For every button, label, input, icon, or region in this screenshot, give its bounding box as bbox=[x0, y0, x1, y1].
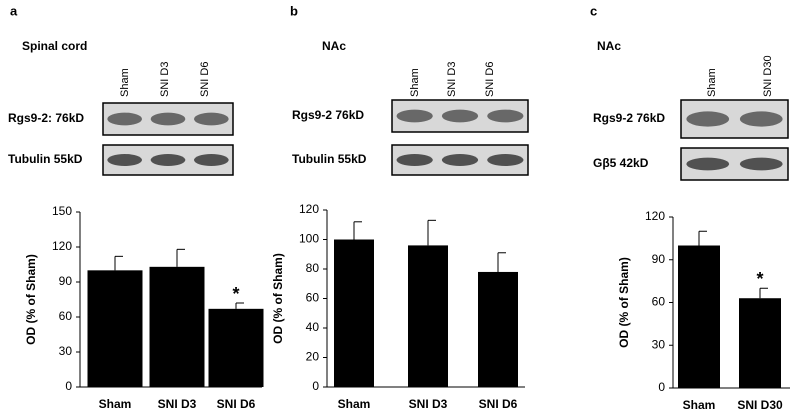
y-tick-label: 0 bbox=[65, 379, 72, 393]
y-tick-label: 40 bbox=[306, 320, 320, 334]
y-tick-label: 30 bbox=[652, 337, 666, 351]
x-tick-label: SNI D6 bbox=[217, 397, 256, 411]
blot-band bbox=[150, 154, 186, 166]
panel: a Spinal cord Sham SNI D3 SNI D6 Rgs9-2: 76kD… bbox=[8, 3, 264, 411]
blot-label: Rgs9-2 76kD bbox=[593, 111, 665, 125]
y-tick-label: 90 bbox=[59, 274, 73, 288]
blot-band bbox=[686, 111, 730, 127]
blot-band bbox=[441, 109, 479, 123]
blot-label: Rgs9-2 76kD bbox=[292, 108, 364, 122]
blot-band bbox=[107, 154, 142, 166]
panel: c NAc Sham SNI D30 Rgs9-2 76kD Gβ5 42kD 0 30 60 9… bbox=[590, 3, 790, 412]
blot-band bbox=[150, 112, 186, 126]
significance-mark: * bbox=[232, 284, 239, 304]
panel: b NAc Sham SNI D3 SNI D6 Rgs9-2 76kD Tubulin 5… bbox=[271, 3, 529, 411]
x-tick-label: Sham bbox=[338, 397, 371, 411]
y-tick-label: 60 bbox=[59, 309, 73, 323]
bar bbox=[678, 245, 720, 388]
y-tick-label: 150 bbox=[52, 204, 72, 218]
y-tick-label: 0 bbox=[658, 380, 665, 394]
y-tick-label: 20 bbox=[306, 350, 320, 364]
x-tick-label: Sham bbox=[683, 398, 716, 412]
lane-label: SNI D6 bbox=[484, 62, 496, 97]
bar bbox=[87, 270, 143, 387]
y-tick-label: 120 bbox=[645, 209, 665, 223]
bar bbox=[208, 308, 264, 387]
blot-band bbox=[396, 154, 433, 166]
y-axis-label: OD (% of Sham) bbox=[24, 254, 38, 345]
x-tick-label: Sham bbox=[99, 397, 132, 411]
blot-band bbox=[686, 157, 730, 171]
lane-label: SNI D6 bbox=[199, 62, 211, 97]
blot-band bbox=[487, 154, 524, 166]
bar bbox=[478, 271, 518, 387]
x-tick-label: SNI D3 bbox=[409, 397, 448, 411]
blot-region: Spinal cord bbox=[22, 39, 87, 53]
bar bbox=[739, 298, 781, 388]
blot-region: NAc bbox=[322, 39, 346, 53]
y-tick-label: 30 bbox=[59, 344, 73, 358]
y-tick-label: 90 bbox=[652, 252, 666, 266]
lane-label: SNI D3 bbox=[159, 62, 171, 97]
blot-label: Rgs9-2: 76kD bbox=[8, 111, 84, 125]
blot-region: NAc bbox=[597, 39, 621, 53]
y-axis-label: OD (% of Sham) bbox=[617, 257, 631, 348]
significance-mark: * bbox=[756, 269, 763, 289]
lane-label: SNI D3 bbox=[446, 62, 458, 97]
x-tick-label: SNI D3 bbox=[158, 397, 197, 411]
y-tick-label: 0 bbox=[312, 379, 319, 393]
blot-band bbox=[194, 112, 229, 126]
blot-band bbox=[396, 109, 433, 123]
y-tick-label: 100 bbox=[299, 232, 319, 246]
blot-band bbox=[441, 154, 479, 166]
y-tick-label: 80 bbox=[306, 261, 320, 275]
blot-label: Tubulin 55kD bbox=[292, 152, 367, 166]
lane-label: Sham bbox=[706, 68, 718, 97]
x-tick-label: SNI D6 bbox=[479, 397, 518, 411]
panel-letter: b bbox=[290, 3, 298, 18]
blot-label: Gβ5 42kD bbox=[593, 156, 649, 170]
lane-label: SNI D30 bbox=[762, 55, 774, 97]
x-tick-label: SNI D30 bbox=[737, 398, 783, 412]
panel-letter: c bbox=[590, 3, 597, 18]
blot-band bbox=[739, 111, 783, 127]
lane-label: Sham bbox=[409, 68, 421, 97]
lane-label: Sham bbox=[119, 68, 131, 97]
blot-label: Tubulin 55kD bbox=[8, 152, 83, 166]
y-tick-label: 120 bbox=[52, 239, 72, 253]
y-axis-label: OD (% of Sham) bbox=[271, 253, 285, 344]
blot-band bbox=[194, 154, 229, 166]
blot-band bbox=[739, 157, 783, 171]
y-tick-label: 60 bbox=[652, 295, 666, 309]
blot-band bbox=[487, 109, 524, 123]
bar bbox=[408, 245, 448, 387]
bar bbox=[149, 266, 205, 387]
y-tick-label: 60 bbox=[306, 291, 320, 305]
bar bbox=[334, 239, 374, 387]
y-tick-label: 120 bbox=[299, 202, 319, 216]
panel-letter: a bbox=[10, 3, 18, 18]
blot-band bbox=[107, 112, 142, 126]
